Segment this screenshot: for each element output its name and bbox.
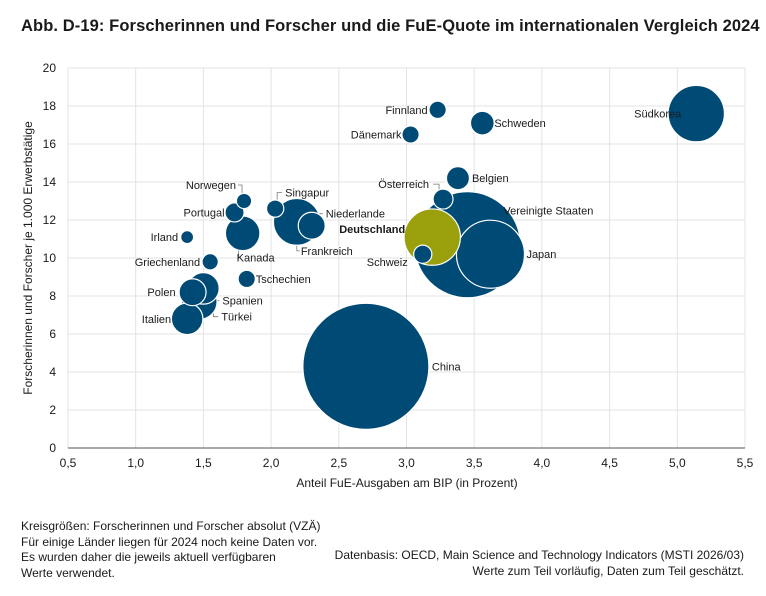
bubble-chart: 0,5 1,0 1,5 2,0 2,5 3,0 3,5 4,0 4,5 5,0 5,5 0 2 4 6 8 10… — [21, 61, 754, 490]
leader-frankreich — [296, 243, 300, 252]
x-tick-label: 3,5 — [466, 456, 483, 470]
label-belgien: Belgien — [472, 173, 509, 185]
y-tick-label: 12 — [43, 213, 57, 227]
y-tick-label: 20 — [43, 61, 57, 75]
x-tick-label: 2,5 — [330, 456, 347, 470]
footnote-line: Für einige Länder liegen für 2024 noch k… — [21, 534, 318, 549]
chart-bubbles — [170, 84, 726, 430]
y-tick-label: 16 — [43, 137, 57, 151]
label-kanada: Kanada — [237, 252, 276, 264]
bubble-schweiz — [413, 244, 433, 264]
chart-axes: 0,5 1,0 1,5 2,0 2,5 3,0 3,5 4,0 4,5 5,0 5,5 0 2 4 6 8 10… — [43, 61, 754, 470]
label-vereinigte-staaten: Vereinigte Staaten — [503, 206, 593, 218]
label-china: China — [432, 361, 462, 373]
label-polen: Polen — [147, 287, 175, 299]
label-schweiz: Schweiz — [367, 257, 408, 269]
footnote-source: Datenbasis: OECD, Main Science and Techn… — [335, 548, 744, 579]
bubble-niederlande — [297, 211, 326, 240]
bubble-norwegen — [235, 192, 253, 210]
label-singapur: Singapur — [285, 188, 329, 200]
label-suedkorea: Südkorea — [634, 109, 682, 121]
x-tick-label: 5,0 — [669, 456, 686, 470]
footnote-line: Es wurden daher die jeweils aktuell verf… — [21, 550, 276, 564]
label-griechenland: Griechenland — [135, 257, 200, 269]
label-schweden: Schweden — [494, 118, 545, 130]
y-tick-label: 8 — [49, 289, 56, 303]
leader-tuerkei — [212, 312, 219, 318]
leader-norwegen — [238, 184, 243, 197]
footnote-line: Kreisgrößen: Forscherinnen und Forscher … — [21, 519, 321, 533]
y-axis-label: Forscherinnen und Forscher je 1.000 Erwe… — [21, 121, 35, 395]
x-tick-label: 4,0 — [534, 456, 551, 470]
bubble-polen — [178, 278, 207, 307]
y-tick-label: 10 — [43, 251, 57, 265]
label-deutschland: Deutschland — [339, 224, 405, 236]
y-tick-label: 2 — [49, 403, 56, 417]
label-tschechien: Tschechien — [256, 274, 311, 286]
x-tick-label: 1,5 — [195, 456, 212, 470]
source-line: Werte zum Teil vorläufig, Daten zum Teil… — [472, 563, 744, 578]
x-tick-label: 3,0 — [398, 456, 415, 470]
x-tick-label: 1,0 — [127, 456, 144, 470]
label-japan: Japan — [526, 249, 556, 261]
label-portugal: Portugal — [184, 207, 225, 219]
label-niederlande: Niederlande — [326, 209, 385, 221]
y-tick-label: 0 — [49, 441, 56, 455]
label-oesterreich: Österreich — [378, 179, 429, 191]
x-tick-label: 5,5 — [737, 456, 754, 470]
y-tick-label: 18 — [43, 99, 57, 113]
x-tick-label: 4,5 — [601, 456, 618, 470]
footnote-left: Kreisgrößen: Forscherinnen und Forscher … — [21, 519, 320, 581]
bubble-griechenland — [201, 253, 219, 271]
y-tick-label: 14 — [43, 175, 57, 189]
x-tick-label: 2,0 — [263, 456, 280, 470]
bubble-belgien — [445, 166, 471, 191]
label-finnland: Finnland — [385, 105, 427, 117]
bubble-schweden — [469, 110, 495, 136]
chart-point-labels: China Vereinigte Staaten Japan Deutschland S… — [135, 105, 682, 373]
leader-kanada — [238, 250, 241, 258]
label-spanien: Spanien — [222, 295, 262, 307]
chart-grid — [67, 67, 746, 448]
label-daenemark: Dänemark — [351, 130, 402, 142]
bubble-deutschland — [403, 208, 462, 266]
bubble-japan — [455, 219, 526, 289]
x-tick-label: 0,5 — [60, 456, 77, 470]
bubble-finnland — [428, 100, 447, 120]
bubble-oesterreich — [432, 188, 454, 210]
label-norwegen: Norwegen — [186, 180, 236, 192]
footnote-line: Werte verwendet. — [21, 565, 115, 580]
label-italien: Italien — [142, 314, 171, 326]
y-tick-label: 6 — [49, 327, 56, 341]
x-axis-label: Anteil FuE-Ausgaben am BIP (in Prozent) — [296, 476, 517, 490]
bubble-china — [302, 302, 430, 430]
bubble-daenemark — [401, 125, 420, 144]
page-title: Abb. D-19: Forscherinnen und Forscher un… — [21, 17, 760, 35]
bubble-irland — [180, 230, 195, 245]
label-tuerkei: Türkei — [221, 312, 252, 324]
bubble-tschechien — [237, 269, 256, 289]
label-frankreich: Frankreich — [301, 246, 353, 258]
bubble-suedkorea — [667, 84, 726, 143]
label-irland: Irland — [151, 232, 179, 244]
source-line: Datenbasis: OECD, Main Science and Techn… — [334, 548, 744, 562]
y-tick-label: 4 — [49, 365, 56, 379]
bubble-singapur — [265, 199, 285, 218]
bubble-italien — [170, 302, 204, 336]
